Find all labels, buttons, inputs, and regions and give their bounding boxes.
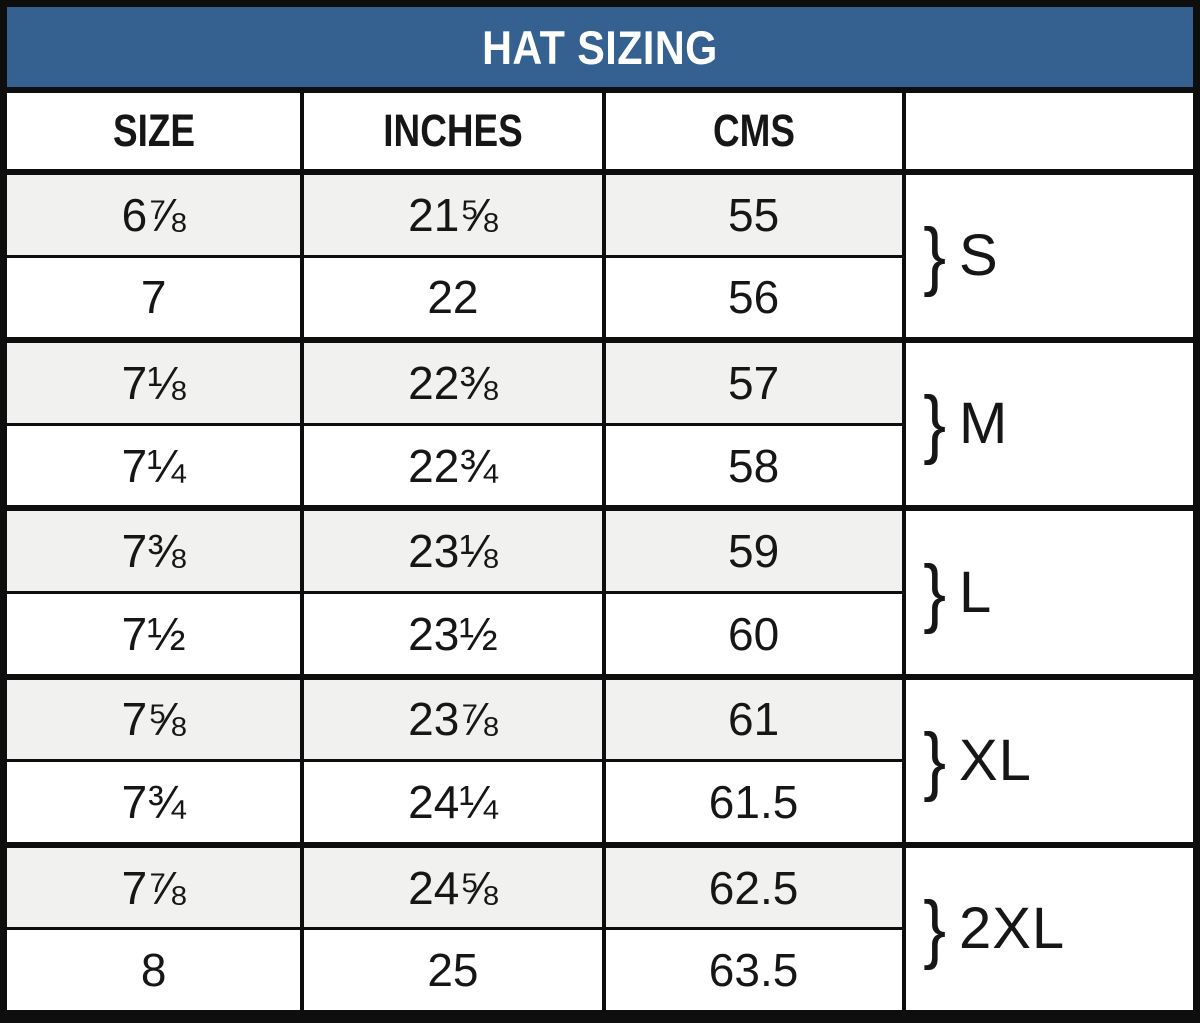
cms-cell: 63.5 [603,928,906,1016]
size-cell: 7⅜ [7,508,305,595]
cms-cell: 61 [603,676,906,763]
inches-cell: 21⅝ [302,172,606,258]
cms-cell: 59 [603,508,906,595]
group-cell-s: } S [903,172,1193,344]
brace-icon: } [922,549,946,635]
group-label: 2XL [958,895,1066,961]
column-header-size: SIZE [7,93,305,176]
table-row: 7⅜ 23⅛ 59 } L [7,508,1193,680]
size-cell: 7½ [7,592,305,680]
brace-icon: } [922,381,946,467]
table-row: 7⅝ 23⅞ 61 } XL [7,676,1193,848]
inches-cell: 24¼ [302,760,606,848]
size-table: SIZE INCHES CMS 6⅞ 21⅝ 55 } S 7 22 56 [7,93,1193,1016]
column-header-cms-label: CMS [712,105,795,157]
size-cell: 7¾ [7,760,305,848]
brace-icon: } [922,885,946,971]
cms-cell: 60 [603,592,906,680]
brace-icon: } [922,213,946,299]
column-header-inches: INCHES [302,93,606,176]
size-cell: 6⅞ [7,172,305,258]
inches-cell: 25 [302,928,606,1016]
corner-cell [903,93,1193,176]
table-row: 7¾ 24¼ 61.5 [7,760,1193,848]
size-cell: 8 [7,928,305,1016]
inches-cell: 22 [302,256,606,344]
column-header-inches-label: INCHES [383,105,523,157]
inches-cell: 23½ [302,592,606,680]
table-row: 7½ 23½ 60 [7,592,1193,680]
inches-cell: 22⅜ [302,340,606,426]
column-header-cms: CMS [603,93,906,176]
table-row: 8 25 63.5 [7,928,1193,1016]
chart-title-bar: HAT SIZING [7,7,1193,87]
group-cell-2xl: } 2XL [903,844,1193,1016]
group-cell-m: } M [903,340,1193,512]
inches-cell: 23⅞ [302,676,606,763]
table-container: SIZE INCHES CMS 6⅞ 21⅝ 55 } S 7 22 56 [7,93,1193,1016]
chart-title: HAT SIZING [482,20,718,74]
size-cell: 7 [7,256,305,344]
inches-cell: 22¾ [302,424,606,512]
group-cell-xl: } XL [903,676,1193,848]
header-row: SIZE INCHES CMS [7,93,1193,176]
table-row: 7¼ 22¾ 58 [7,424,1193,512]
inches-cell: 23⅛ [302,508,606,595]
size-cell: 7⅞ [7,844,305,931]
cms-cell: 58 [603,424,906,512]
size-cell: 7⅝ [7,676,305,763]
table-row: 7⅛ 22⅜ 57 } M [7,340,1193,512]
size-cell: 7⅛ [7,340,305,426]
cms-cell: 62.5 [603,844,906,931]
table-row: 6⅞ 21⅝ 55 } S [7,172,1193,344]
group-label: M [958,391,1009,457]
cms-cell: 57 [603,340,906,426]
brace-icon: } [922,717,946,803]
inches-cell: 24⅝ [302,844,606,931]
cms-cell: 56 [603,256,906,344]
group-label: S [958,223,999,289]
table-row: 7⅞ 24⅝ 62.5 } 2XL [7,844,1193,1016]
group-cell-l: } L [903,508,1193,680]
cms-cell: 61.5 [603,760,906,848]
column-header-size-label: SIZE [112,105,195,157]
group-label: L [958,559,993,625]
cms-cell: 55 [603,172,906,258]
size-cell: 7¼ [7,424,305,512]
group-label: XL [958,727,1032,793]
table-row: 7 22 56 [7,256,1193,344]
